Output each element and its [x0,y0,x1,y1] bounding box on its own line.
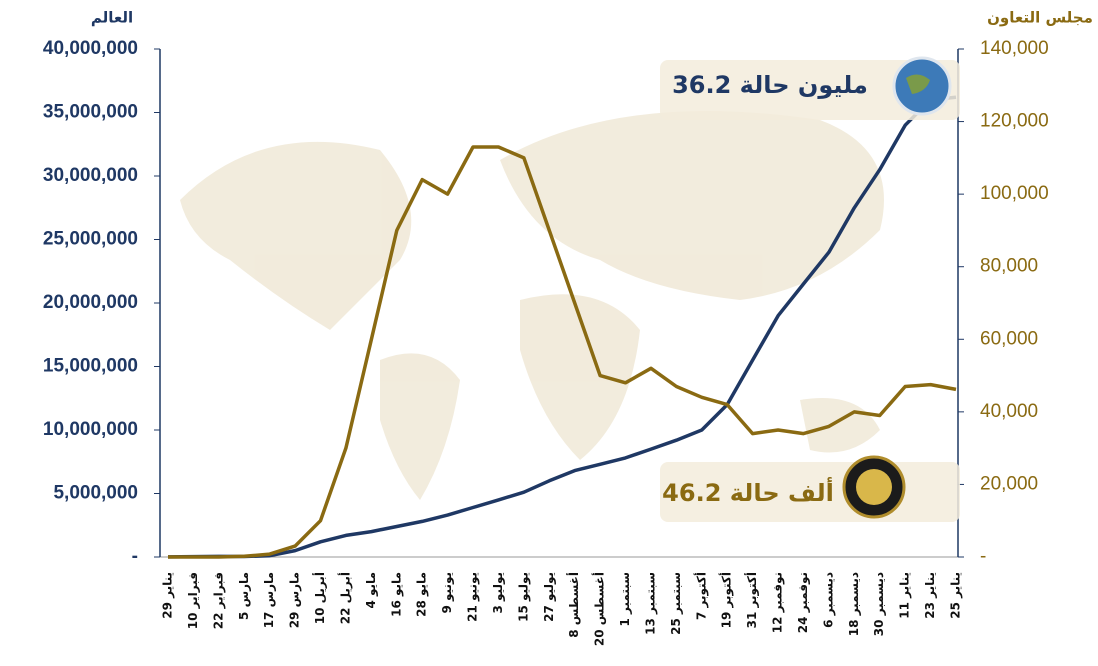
y2-tick-label: 40,000 [980,401,1038,422]
y-tick-label: 25,000,000 [43,229,138,250]
x-tick-label: 19 أكتوبر [719,572,735,628]
x-tick-label: 3 يوليو [491,572,506,614]
x-tick-label: 22 فبراير [211,572,225,629]
x-tick-label: 24 نوفمبر [796,572,811,633]
y-tick-label: 10,000,000 [43,419,138,440]
x-tick-label: 30 ديسمبر [872,572,886,636]
y-tick-label: 35,000,000 [43,102,138,123]
x-tick-label: 25 يناير [949,572,963,619]
x-tick-label: 28 مايو [415,572,430,617]
x-tick-label: 15 يوليو [516,572,531,622]
y-tick-label: 5,000,000 [53,483,138,504]
x-tick-label: 1 سبتمبر [618,572,632,627]
x-tick-label: 12 نوفمبر [771,572,786,633]
x-tick-label: 10 أبريل [312,572,327,624]
x-tick-label: 16 مايو [389,572,404,617]
y-tick-label: 20,000,000 [43,292,138,313]
x-tick-label: 10 فبراير [186,572,200,629]
y-tick-label: 15,000,000 [43,356,138,377]
x-tick-label: 18 ديسمبر [847,572,861,636]
x-tick-label: 25 سبتمبر [669,572,683,635]
gcc-logo-inner [856,469,892,505]
y2-tick-label: 100,000 [980,183,1049,204]
y-tick-label: 40,000,000 [43,38,138,59]
x-tick-label: 13 سبتمبر [643,572,657,635]
y2-tick-label: 20,000 [980,473,1038,494]
x-tick-label: 9 يونيو [440,572,455,614]
right-axis-title: مجلس التعاون [987,9,1093,27]
chart: العالم مجلس التعاون 36.2 مليون حالة 46.2… [0,0,1098,666]
x-tick-label: 27 يوليو [542,572,557,622]
y2-tick-label: 140,000 [980,38,1049,59]
x-tick-label: 17 مارس [262,572,276,628]
gcc-annotation: 46.2 ألف حالة [662,477,834,507]
y2-tick-label: 120,000 [980,111,1049,132]
world-annotation: 36.2 مليون حالة [672,71,868,99]
x-tick-label: 20 أغسطس [592,572,607,646]
y2-tick-label: 60,000 [980,328,1038,349]
x-tick-label: 23 يناير [923,572,937,619]
x-tick-label: 4 مايو [364,572,379,609]
y-tick-label: - [132,546,138,567]
y-tick-label: 30,000,000 [43,165,138,186]
x-tick-label: 29 يناير [161,572,175,619]
y2-tick-label: 80,000 [980,256,1038,277]
x-tick-label: 5 مارس [237,572,251,620]
x-tick-label: 21 يونيو [466,572,481,622]
x-tick-label: 7 أكتوبر [693,572,709,620]
y2-tick-label: - [980,546,986,567]
x-tick-label: 8 أغسطس [566,572,581,638]
x-tick-label: 11 يناير [898,572,912,619]
left-axis-title: العالم [91,9,133,27]
x-tick-label: 6 ديسمبر [821,572,835,628]
x-tick-label: 29 مارس [288,572,302,628]
x-tick-label: 22 أبريل [337,572,352,624]
x-tick-label: 31 أكتوبر [744,572,760,628]
